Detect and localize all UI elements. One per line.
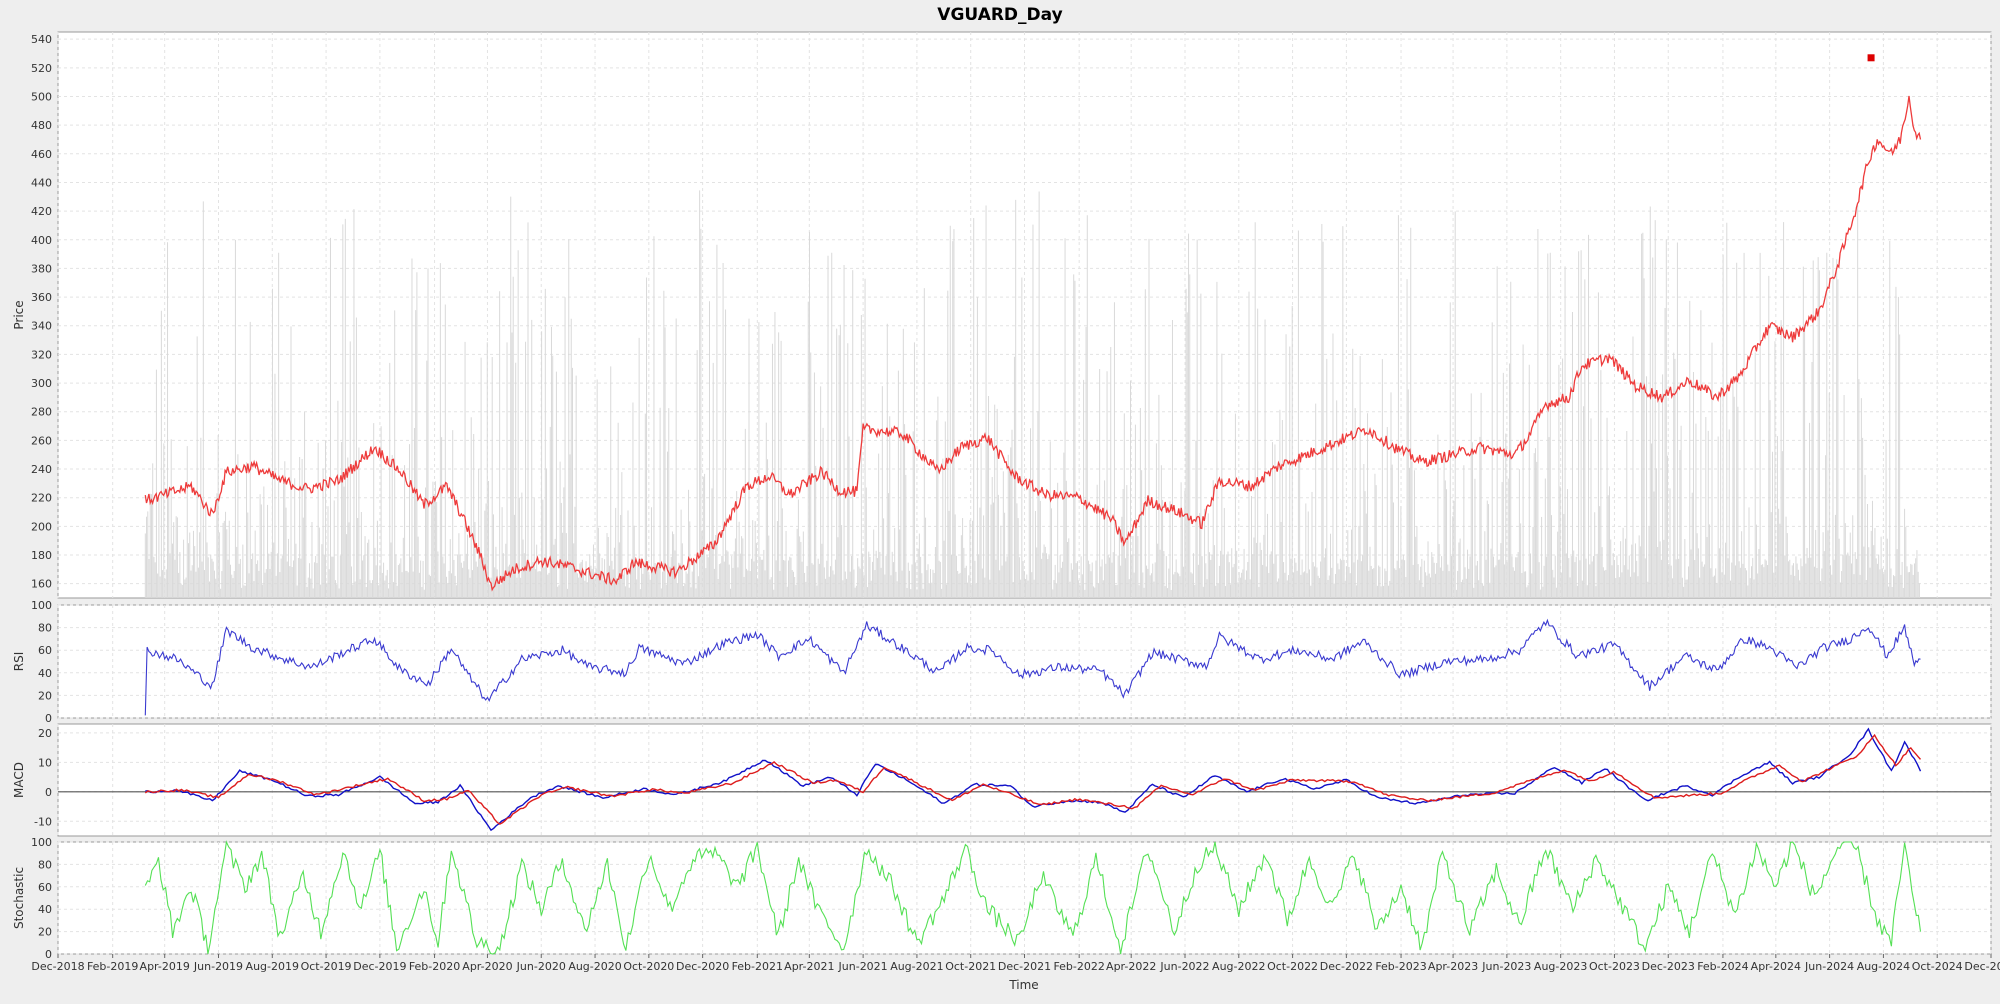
x-tick-label: Oct-2022	[1267, 960, 1318, 973]
chart-panels: 1601802002202402602803003203403603804004…	[12, 31, 1992, 961]
x-tick-label: Aug-2022	[1212, 960, 1265, 973]
macd-signal-line	[144, 733, 1922, 825]
stochastic-y-tick-label: 80	[38, 858, 52, 871]
price-y-tick-label: 360	[31, 291, 52, 304]
price-y-tick-label: 260	[31, 434, 52, 447]
x-axis-ticks: Dec-2018 Feb-2019 Apr-2019 Jun-2019 Aug-2019…	[31, 954, 2000, 973]
x-tick-label: Apr-2023	[1428, 960, 1478, 973]
price-y-tick-label: 440	[31, 176, 52, 189]
rsi-y-tick-label: 0	[45, 712, 52, 725]
stochastic-y-tick-label: 20	[38, 926, 52, 939]
price-y-tick-label: 340	[31, 320, 52, 333]
x-tick-label: Aug-2019	[246, 960, 299, 973]
x-tick-label: Dec-2018	[31, 960, 84, 973]
x-tick-label: Apr-2020	[462, 960, 512, 973]
x-tick-label: Apr-2019	[140, 960, 190, 973]
x-tick-label: Dec-2023	[1642, 960, 1695, 973]
x-tick-label: Oct-2020	[623, 960, 674, 973]
price-y-tick-label: 160	[31, 578, 52, 591]
price-y-tick-label: 460	[31, 148, 52, 161]
price-y-tick-label: 540	[31, 33, 52, 46]
macd-y-axis-label: MACD	[12, 762, 26, 798]
x-tick-label: Dec-2024	[1964, 960, 2000, 973]
rsi-y-axis-label: RSI	[12, 652, 26, 672]
x-tick-label: Feb-2020	[409, 960, 460, 973]
price-y-tick-label: 520	[31, 62, 52, 75]
stochastic-y-tick-label: 60	[38, 881, 52, 894]
price-y-tick-label: 180	[31, 549, 52, 562]
rsi-y-tick-label: 20	[38, 689, 52, 702]
stochastic-y-tick-label: 40	[38, 903, 52, 916]
macd-panel: -10 0 10 20 MACD	[12, 723, 1992, 837]
chart-title: VGUARD_Day	[937, 5, 1062, 25]
price-y-tick-label: 380	[31, 262, 52, 275]
stochastic-series-line	[144, 840, 1922, 955]
x-tick-label: Apr-2024	[1751, 960, 1801, 973]
x-tick-label: Dec-2019	[353, 960, 406, 973]
price-y-tick-label: 280	[31, 406, 52, 419]
stochastic-y-axis-label: Stochastic	[12, 867, 26, 929]
stochastic-y-tick-label: 0	[45, 948, 52, 961]
price-y-tick-label: 480	[31, 119, 52, 132]
x-tick-label: Oct-2019	[301, 960, 352, 973]
price-y-tick-label: 500	[31, 90, 52, 103]
rsi-y-tick-label: 60	[38, 644, 52, 657]
x-tick-label: Jun-2019	[193, 960, 243, 973]
x-axis-label: Time	[1008, 978, 1038, 992]
macd-y-tick-label: 20	[38, 727, 52, 740]
x-tick-label: Feb-2024	[1697, 960, 1748, 973]
x-tick-label: Aug-2023	[1534, 960, 1587, 973]
rsi-y-tick-label: 80	[38, 622, 52, 635]
macd-line	[145, 727, 1922, 832]
x-tick-label: Oct-2021	[945, 960, 996, 973]
macd-y-tick-label: -10	[34, 815, 52, 828]
stochastic-panel: 0 20 40 60 80 100 Stochastic	[12, 836, 1992, 961]
x-tick-label: Oct-2024	[1912, 960, 1963, 973]
x-tick-label: Feb-2022	[1053, 960, 1104, 973]
price-y-tick-label: 420	[31, 205, 52, 218]
x-tick-label: Aug-2021	[890, 960, 943, 973]
x-tick-label: Dec-2020	[676, 960, 729, 973]
x-tick-label: Jun-2021	[838, 960, 888, 973]
price-y-tick-label: 300	[31, 377, 52, 390]
rsi-series-line	[144, 618, 1921, 716]
price-series-line	[144, 95, 1922, 592]
x-tick-label: Jun-2024	[1804, 960, 1854, 973]
x-tick-label: Oct-2023	[1589, 960, 1640, 973]
x-tick-label: Feb-2019	[87, 960, 138, 973]
x-tick-label: Aug-2024	[1857, 960, 1910, 973]
x-tick-label: Jun-2022	[1159, 960, 1209, 973]
price-y-tick-label: 200	[31, 520, 52, 533]
x-tick-label: Aug-2020	[568, 960, 621, 973]
price-y-tick-label: 240	[31, 463, 52, 476]
price-panel: 160 180 200 220 240 260 280 300 320 340 360 380 400 4…	[12, 31, 1992, 599]
x-tick-label: Apr-2021	[784, 960, 834, 973]
rsi-y-tick-label: 100	[31, 599, 52, 612]
x-tick-label: Feb-2023	[1375, 960, 1426, 973]
price-y-tick-label: 220	[31, 492, 52, 505]
x-tick-label: Dec-2021	[998, 960, 1051, 973]
x-tick-label: Jun-2020	[516, 960, 566, 973]
rsi-y-tick-label: 40	[38, 667, 52, 680]
price-y-axis-label: Price	[12, 300, 26, 329]
macd-y-tick-label: 0	[45, 786, 52, 799]
stochastic-y-tick-label: 100	[31, 836, 52, 849]
macd-y-tick-label: 10	[38, 756, 52, 769]
x-tick-label: Feb-2021	[732, 960, 783, 973]
x-tick-label: Dec-2022	[1320, 960, 1373, 973]
x-tick-label: Jun-2023	[1481, 960, 1531, 973]
x-tick-label: Apr-2022	[1106, 960, 1156, 973]
rsi-panel: 0 20 40 60 80 100 RSI	[12, 599, 1992, 725]
price-y-tick-label: 320	[31, 348, 52, 361]
price-marker	[1867, 54, 1875, 62]
price-y-tick-label: 400	[31, 234, 52, 247]
